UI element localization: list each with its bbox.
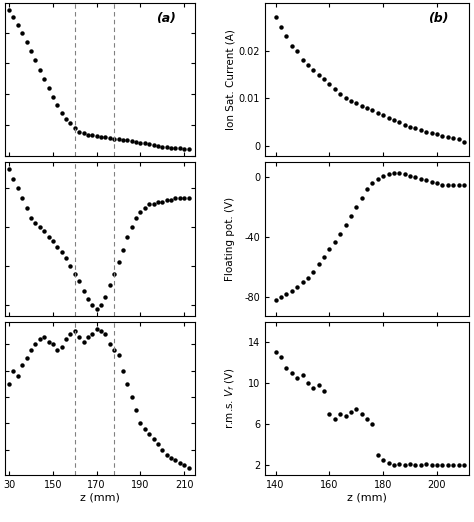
X-axis label: z (mm): z (mm) <box>347 493 387 503</box>
Text: Ion Sat. Current (A): Ion Sat. Current (A) <box>225 29 235 130</box>
X-axis label: z (mm): z (mm) <box>80 493 120 503</box>
Text: r.m.s. $V_f$ (V): r.m.s. $V_f$ (V) <box>223 367 237 429</box>
Text: Floating pot. (V): Floating pot. (V) <box>225 197 235 281</box>
Text: (a): (a) <box>156 12 176 25</box>
Text: (b): (b) <box>428 12 449 25</box>
